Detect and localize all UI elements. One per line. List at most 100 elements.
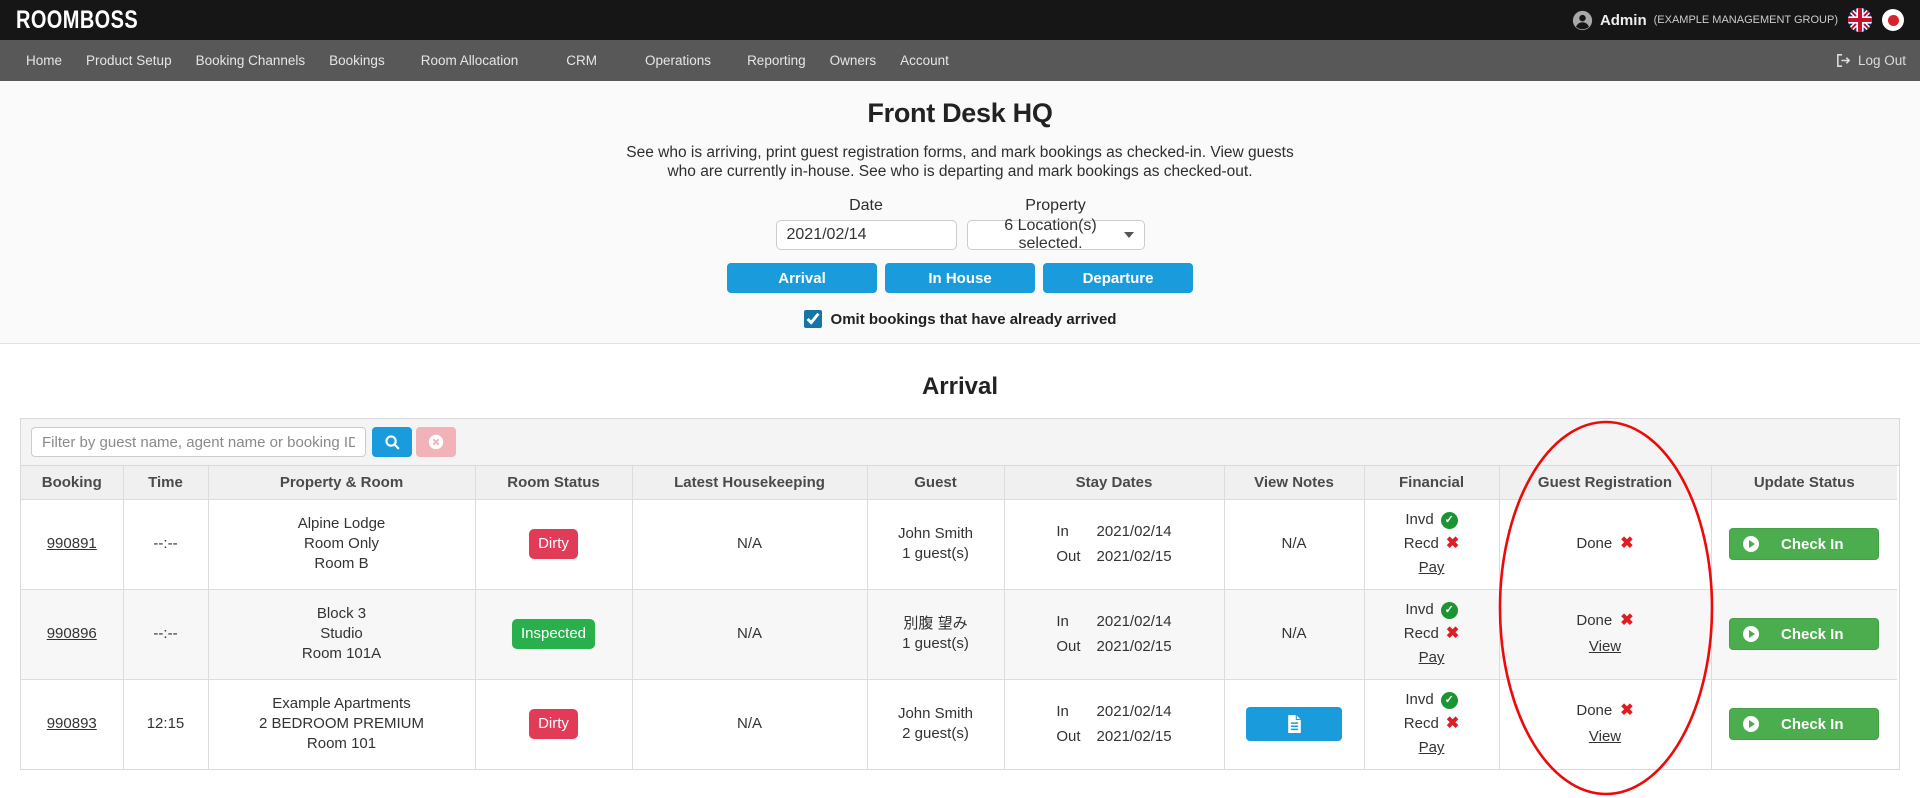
nav-item-owners[interactable]: Owners (829, 53, 877, 68)
logout-icon (1837, 54, 1851, 67)
registration-view-link[interactable]: View (1588, 638, 1622, 655)
guest-name: John Smith (897, 705, 974, 723)
pay-link[interactable]: Pay (1418, 559, 1445, 576)
language-flag-uk-icon[interactable] (1848, 8, 1872, 32)
room-name: Room 101A (301, 645, 382, 662)
user-avatar-icon (1572, 10, 1593, 30)
col-header-latest-housekeeping: Latest Housekeeping (631, 466, 867, 499)
arrival-table: Booking Time Property & Room Room Status… (21, 466, 1897, 769)
registration-done-label: Done (1576, 612, 1613, 629)
guest-name: 別腹 望み (903, 615, 968, 632)
stay-in-label: In (1056, 612, 1069, 630)
invoiced-label: Invd (1405, 691, 1434, 709)
main-navbar: Home Product Setup Booking Channels Book… (0, 40, 1920, 81)
received-label: Recd (1403, 535, 1439, 552)
col-header-financial: Financial (1363, 466, 1499, 499)
stay-out-label: Out (1056, 547, 1081, 565)
col-header-property-room: Property & Room (207, 466, 475, 499)
check-out-date: 2021/02/15 (1096, 547, 1172, 565)
property-name: Block 3 (316, 605, 367, 622)
arrival-time: --:-- (153, 535, 178, 552)
pay-link[interactable]: Pay (1418, 739, 1445, 757)
pay-link[interactable]: Pay (1418, 649, 1445, 666)
red-x-icon: ✖ (1620, 612, 1634, 629)
room-name: Room 101 (306, 735, 377, 753)
nav-item-crm[interactable]: CRM (566, 53, 598, 68)
date-group: Date (775, 197, 957, 250)
guest-count: 1 guest(s) (902, 545, 969, 562)
check-in-label: Check In (1780, 715, 1844, 733)
stay-out-label: Out (1056, 637, 1081, 655)
nav-item-operations[interactable]: Operations (645, 53, 712, 68)
arrival-button[interactable]: Arrival (727, 263, 877, 293)
arrow-circle-icon (1743, 626, 1760, 642)
view-notes-button[interactable] (1246, 707, 1342, 742)
red-x-icon: ✖ (1445, 625, 1460, 642)
top-bar: ROOMBOSS Admin (EXAMPLE MANAGEMENT GROUP… (0, 0, 1920, 40)
stay-out-label: Out (1056, 727, 1081, 745)
property-group: Property 6 Location(s) selected. (966, 197, 1145, 252)
guest-name: John Smith (897, 525, 974, 542)
nav-item-room-allocation[interactable]: Room Allocation (420, 53, 519, 68)
nav-item-home[interactable]: Home (26, 53, 63, 68)
guest-count: 2 guest(s) (902, 725, 969, 743)
check-out-date: 2021/02/15 (1096, 727, 1172, 745)
col-header-booking: Booking (21, 466, 123, 499)
booking-id-link[interactable]: 990891 (46, 535, 97, 552)
date-input[interactable] (775, 220, 957, 250)
check-in-date: 2021/02/14 (1096, 702, 1172, 720)
view-buttons: Arrival In House Departure (0, 263, 1920, 293)
check-in-date: 2021/02/14 (1096, 522, 1172, 540)
user-organization: (EXAMPLE MANAGEMENT GROUP) (1653, 14, 1838, 26)
departure-button[interactable]: Departure (1043, 263, 1193, 293)
check-in-button[interactable]: Check In (1729, 528, 1880, 560)
table-header-row: Booking Time Property & Room Room Status… (21, 466, 1897, 499)
document-icon (1287, 715, 1301, 734)
nav-item-bookings[interactable]: Bookings (329, 53, 385, 68)
clear-filter-button[interactable] (416, 427, 456, 457)
page-title: Front Desk HQ (867, 98, 1053, 128)
property-selected-value: 6 Location(s) selected. (1004, 217, 1097, 252)
chevron-down-icon (1123, 232, 1134, 238)
check-in-button[interactable]: Check In (1729, 708, 1880, 741)
room-type: Studio (320, 625, 363, 642)
description-line-2: who are currently in-house. See who is d… (667, 163, 1253, 180)
logout-button[interactable]: Log Out (1835, 52, 1906, 69)
in-house-button[interactable]: In House (885, 263, 1035, 293)
language-flag-japan-icon[interactable] (1882, 9, 1904, 31)
front-desk-header: Front Desk HQ See who is arriving, print… (0, 81, 1920, 344)
view-notes-value: N/A (1281, 535, 1307, 552)
table-row: 990896 --:-- Block 3 Studio Room 101A In… (21, 588, 1897, 679)
arrival-section-title: Arrival (921, 373, 999, 400)
check-in-label: Check In (1780, 535, 1844, 553)
registration-done-label: Done (1576, 535, 1613, 552)
property-select[interactable]: 6 Location(s) selected. (966, 217, 1145, 252)
omit-arrived-checkbox[interactable] (803, 310, 822, 328)
red-x-icon: ✖ (1445, 715, 1460, 733)
registration-view-link[interactable]: View (1588, 728, 1622, 746)
check-circle-icon: ✓ (1440, 691, 1458, 709)
col-header-time: Time (122, 466, 208, 499)
guest-filter-input[interactable] (31, 427, 366, 457)
arrival-time: --:-- (153, 625, 178, 642)
nav-item-account[interactable]: Account (900, 53, 949, 68)
check-in-button[interactable]: Check In (1729, 618, 1880, 650)
nav-item-reporting[interactable]: Reporting (747, 53, 806, 68)
user-menu[interactable]: Admin (EXAMPLE MANAGEMENT GROUP) (1572, 10, 1838, 31)
nav-item-booking-channels[interactable]: Booking Channels (195, 53, 306, 68)
booking-id-link[interactable]: 990893 (46, 715, 97, 733)
received-label: Recd (1403, 715, 1439, 733)
search-button[interactable] (372, 427, 412, 457)
omit-arrived-row: Omit bookings that have already arrived (0, 310, 1920, 328)
table-row: 990891 --:-- Alpine Lodge Room Only Room… (21, 498, 1897, 589)
registration-done-label: Done (1576, 702, 1613, 720)
nav-item-product-setup[interactable]: Product Setup (86, 53, 172, 68)
booking-id-link[interactable]: 990896 (46, 625, 97, 642)
logout-label: Log Out (1857, 53, 1906, 68)
check-out-date: 2021/02/15 (1096, 637, 1172, 655)
room-status-badge: Inspected (511, 619, 596, 649)
room-type: Room Only (303, 535, 380, 552)
col-header-guest-registration: Guest Registration (1498, 466, 1711, 499)
received-label: Recd (1403, 625, 1439, 642)
filter-form: Date Property 6 Location(s) selected. (0, 197, 1920, 252)
